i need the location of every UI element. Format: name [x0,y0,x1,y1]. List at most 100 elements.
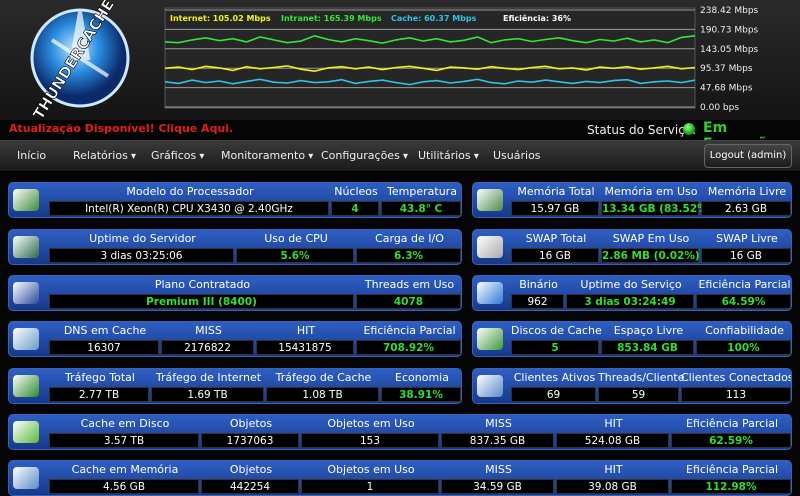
stat-panel: Binário 962 Uptime do Serviço 3 dias 03:24:… [472,275,792,311]
column-header: Objetos [229,463,273,476]
column-header: Núcleos [334,185,378,198]
column-value: 5 [511,340,599,355]
menu-item[interactable]: Usuários [493,149,541,162]
panel-icon [477,375,503,397]
column-header: Uptime do Servidor [89,232,196,245]
column-value: 708.92% [356,340,461,355]
panel-icon [477,189,503,211]
column-header: Temperatura [387,185,457,198]
column-header: Memória em Uso [604,185,698,198]
column-header: Clientes Conectados [681,371,792,384]
menu-item[interactable]: Início [17,149,47,162]
column-value: 1 [301,479,439,494]
column-value: 1.69 TB [151,387,264,402]
column-value: 962 [511,294,564,309]
column-value: 2.63 GB [701,201,791,216]
column-value: 2.77 TB [49,387,149,402]
menu-item[interactable]: Monitoramento [221,149,313,162]
traffic-line [164,34,696,44]
column-value: 1737063 [201,433,299,448]
column-header: Threads/Cliente [598,371,685,384]
column-header: Discos de Cache [511,324,602,337]
column-header: MISS [485,417,512,430]
column-header: Economia [395,371,449,384]
legend-entry: Internet: 105.02 Mbps [170,14,271,23]
column-value: 100% [696,340,791,355]
column-header: Tráfego Total [65,371,135,384]
panel-icon [13,375,39,397]
column-header: Confiabilidade [705,324,784,337]
status-indicator [683,123,695,135]
logout-button[interactable]: Logout (admin) [704,144,792,168]
column-header: Tráfego de Cache [275,371,372,384]
menu-item[interactable]: Gráficos [151,149,204,162]
stat-panel: Clientes Ativos 69 Threads/Cliente 59 Client… [472,368,792,404]
chart-area [164,7,696,109]
menu-item[interactable]: Relatórios [73,149,136,162]
column-value: 13.34 GB (83.52%) [601,201,713,216]
column-header: Eficiência Parcial [685,463,779,476]
column-value: 15431875 [256,340,354,355]
stat-panel: Tráfego Total 2.77 TB Tráfego de Internet 1… [8,368,462,404]
column-header: Plano Contratado [154,278,251,291]
column-value: 2176822 [161,340,254,355]
status-label: Status do Serviço: [587,123,697,137]
column-header: Tráfego de Internet [155,371,262,384]
stat-panel: Cache em Memória 4.56 GB Objetos 442254 Obje… [8,460,792,496]
traffic-line [164,78,696,86]
y-tick-label: 190.73 Mbps [700,25,759,35]
menu-item[interactable]: Configurações [321,149,408,162]
column-value: Premium III (8400) [49,294,354,309]
column-header: Eficiência Parcial [363,324,456,337]
column-value: 34.59 GB [441,479,554,494]
column-header: DNS em Cache [63,324,147,337]
menu-bar: Logout (admin) Início Relatórios Gráficos M… [0,140,800,172]
column-header: HIT [296,324,316,337]
column-header: HIT [604,417,623,430]
panel-icon [477,328,503,350]
stat-panel: Cache em Disco 3.57 TB Objetos 1737063 Objet… [8,414,792,450]
column-value: 16 GB [701,248,791,263]
column-header: SWAP Total [525,232,587,245]
column-value: 4.56 GB [49,479,199,494]
column-value: 43.8° C [381,201,461,216]
column-header: Cache em Disco [80,417,170,430]
column-header: Carga de I/O [375,232,444,245]
column-value: 16307 [49,340,159,355]
stat-panel: DNS em Cache 16307 MISS 2176822 HIT 15431875 E… [8,321,462,357]
column-header: MISS [485,463,512,476]
column-value: 59 [598,387,679,402]
y-tick-label: 47.68 Mbps [700,84,753,94]
panel-icon [13,467,39,489]
panel-icon [13,236,39,258]
column-value: 16 GB [511,248,599,263]
stat-panel: Modelo do Processador Intel(R) Xeon(R) CP… [8,182,462,218]
column-header: Clientes Ativos [513,371,596,384]
y-tick-label: 0.00 bps [700,103,739,113]
update-notice[interactable]: Atualização Disponível! Clique Aqui. [9,122,234,135]
column-value: 1.08 TB [266,387,379,402]
column-header: Eficiência Parcial [698,278,791,291]
column-header: Memória Total [517,185,595,198]
column-value: 853.84 GB [601,340,694,355]
column-header: Objetos [229,417,273,430]
column-value: 113 [681,387,791,402]
traffic-line [164,65,696,73]
column-value: 4 [331,201,379,216]
column-value: 6.3% [356,248,461,263]
column-value: 153 [301,433,439,448]
column-header: Binário [519,278,558,291]
column-value: 3 dias 03:25:06 [49,248,234,263]
column-value: 62.59% [671,433,791,448]
stat-panel: Plano Contratado Premium III (8400) Thread… [8,275,462,311]
legend-entry: Cache: 60.37 Mbps [391,14,477,23]
column-value: 5.6% [236,248,354,263]
column-value: 64.59% [696,294,791,309]
column-header: Objetos em Uso [327,463,415,476]
column-value: 15.97 GB [511,201,599,216]
menu-item[interactable]: Utilitários [418,149,479,162]
column-value: 442254 [201,479,299,494]
panel-icon [13,189,39,211]
